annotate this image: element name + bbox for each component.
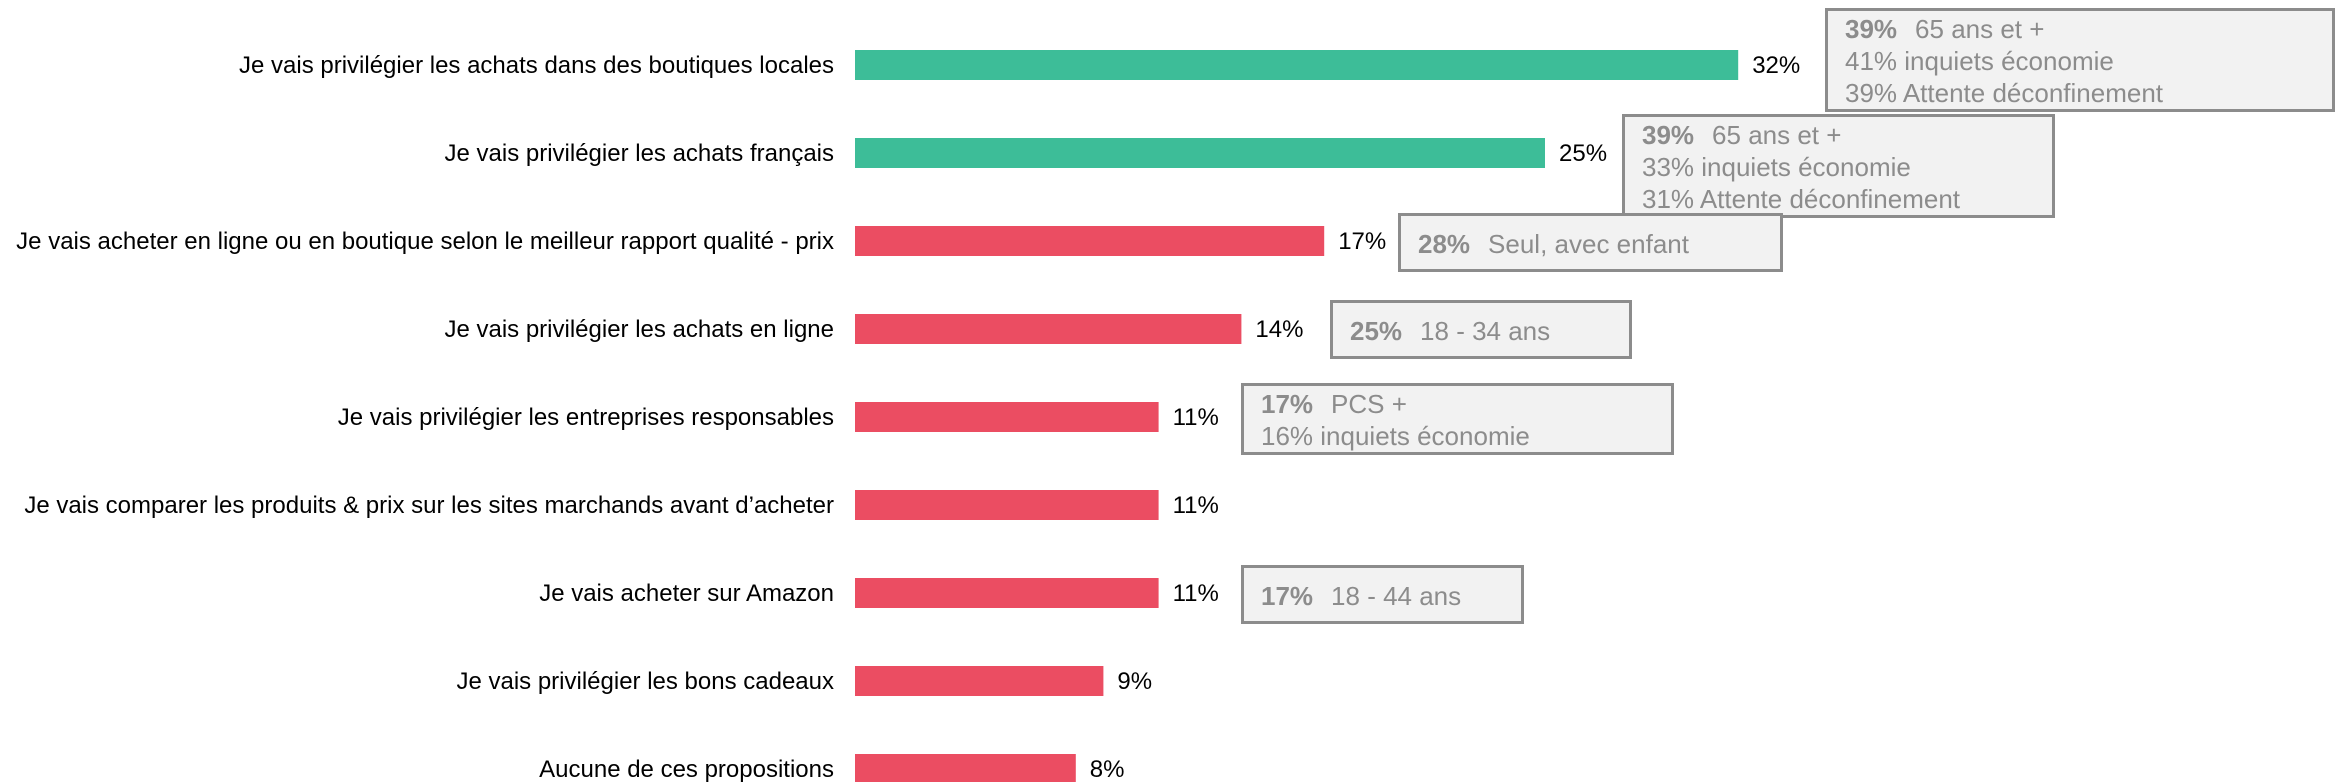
bar — [855, 314, 1242, 344]
annotation-line: 17% PCS + — [1261, 388, 1655, 420]
annotation-highlight: 17% — [1261, 389, 1314, 419]
value-label: 17% — [1338, 228, 1386, 255]
category-label: Je vais privilégier les achats français — [445, 140, 835, 167]
annotation-line: 39% 65 ans et + — [1845, 13, 2316, 45]
annotation-line: 39% Attente déconfinement — [1845, 77, 2316, 109]
annotation-line: 41% inquiets économie — [1845, 45, 2316, 77]
category-label: Je vais acheter sur Amazon — [539, 580, 834, 607]
annotation-line: 16% inquiets économie — [1261, 420, 1655, 452]
annotation-line: 17% 18 - 44 ans — [1261, 580, 1505, 612]
bar — [855, 754, 1076, 782]
annotation-highlight: 39% — [1845, 14, 1898, 44]
value-label: 32% — [1752, 52, 1800, 79]
value-label: 25% — [1559, 140, 1607, 167]
category-label: Aucune de ces propositions — [539, 756, 834, 782]
bar — [855, 50, 1739, 80]
value-label: 9% — [1117, 668, 1152, 695]
annotation-box: 28% Seul, avec enfant — [1398, 213, 1783, 272]
annotation-line: 33% inquiets économie — [1642, 151, 2036, 183]
bar — [855, 138, 1545, 168]
annotation-highlight: 25% — [1350, 316, 1403, 346]
annotation-line: 39% 65 ans et + — [1642, 119, 2036, 151]
value-label: 11% — [1173, 580, 1219, 607]
bar — [855, 402, 1159, 432]
annotation-highlight: 39% — [1642, 120, 1695, 150]
annotation-box: 17% 18 - 44 ans — [1241, 565, 1524, 624]
annotation-text: 39% Attente déconfinement — [1845, 78, 2164, 108]
annotation-text: 41% inquiets économie — [1845, 46, 2114, 76]
annotation-text: 18 - 44 ans — [1331, 581, 1462, 611]
annotation-line: 31% Attente déconfinement — [1642, 183, 2036, 215]
annotation-text: 65 ans et + — [1712, 120, 1842, 150]
annotation-box: 39% 65 ans et +33% inquiets économie 31% A… — [1622, 114, 2055, 218]
category-label: Je vais privilégier les achats en ligne — [444, 316, 834, 343]
annotation-box: 25% 18 - 34 ans — [1330, 300, 1632, 359]
annotation-text: PCS + — [1331, 389, 1407, 419]
category-label: Je vais privilégier les achats dans des … — [239, 52, 834, 79]
bar — [855, 578, 1159, 608]
category-label: Je vais comparer les produits & prix sur… — [24, 492, 834, 519]
annotation-text: 65 ans et + — [1915, 14, 2045, 44]
annotation-text: 18 - 34 ans — [1420, 316, 1551, 346]
category-label: Je vais privilégier les bons cadeaux — [456, 668, 834, 695]
annotation-line: 25% 18 - 34 ans — [1350, 315, 1613, 347]
annotation-line: 28% Seul, avec enfant — [1418, 228, 1764, 260]
bar — [855, 490, 1159, 520]
annotation-text: Seul, avec enfant — [1488, 229, 1689, 259]
category-label: Je vais acheter en ligne ou en boutique … — [16, 228, 834, 255]
category-label: Je vais privilégier les entreprises resp… — [338, 404, 834, 431]
annotation-highlight: 17% — [1261, 581, 1314, 611]
value-label: 11% — [1173, 404, 1219, 431]
bar — [855, 226, 1325, 256]
annotation-text: 33% inquiets économie — [1642, 152, 1911, 182]
annotation-text: 31% Attente déconfinement — [1642, 184, 1961, 214]
annotation-text: 16% inquiets économie — [1261, 421, 1530, 451]
value-label: 8% — [1090, 756, 1125, 782]
value-label: 11% — [1173, 492, 1219, 519]
annotation-box: 39% 65 ans et +41% inquiets économie 39% A… — [1825, 8, 2335, 112]
annotation-highlight: 28% — [1418, 229, 1471, 259]
annotation-box: 17% PCS +16% inquiets économie — [1241, 383, 1674, 455]
bar — [855, 666, 1104, 696]
value-label: 14% — [1255, 316, 1303, 343]
